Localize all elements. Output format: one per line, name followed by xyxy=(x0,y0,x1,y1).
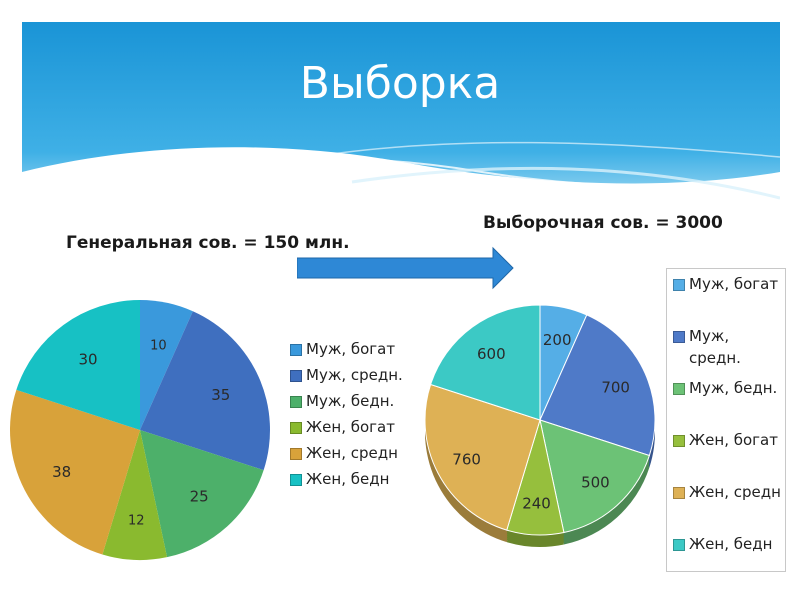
legend-label: Жен, средн xyxy=(689,483,781,501)
legend-label: Муж, богат xyxy=(306,340,396,358)
legend-label: Жен, бедн xyxy=(306,470,390,488)
slice-data-label: 240 xyxy=(522,495,551,513)
legend-label: Жен, богат xyxy=(306,418,395,436)
slice-data-label: 10 xyxy=(150,339,167,354)
legend-label: Жен, средн xyxy=(306,444,398,462)
pie-chart-population: 10 35 25 12 38 30 xyxy=(10,300,270,560)
right-arrow-icon xyxy=(297,246,514,290)
pie-chart-sample: 200 700 500 240 760 600 xyxy=(424,304,656,547)
pie-slice xyxy=(10,389,141,555)
pie-slice xyxy=(102,430,168,560)
legend-swatch xyxy=(673,539,685,551)
pie-slice xyxy=(16,300,140,430)
legend-swatch xyxy=(290,448,302,460)
slide-title: Выборка xyxy=(299,58,501,109)
legend-swatch xyxy=(673,279,685,291)
legend-swatch xyxy=(290,344,302,356)
legend-swatch xyxy=(290,474,302,486)
legend-swatch xyxy=(673,331,685,343)
legend-sample: Муж, богат Муж, средн. Муж, бедн. Жен, богат… xyxy=(666,268,786,572)
slice-data-label: 760 xyxy=(452,450,481,468)
legend-label: Муж, богат xyxy=(689,275,779,293)
legend-swatch xyxy=(673,487,685,499)
legend-swatch xyxy=(673,383,685,395)
slice-data-label: 200 xyxy=(543,331,572,349)
slide-header-band xyxy=(22,22,780,208)
legend-swatch xyxy=(290,370,302,382)
slice-data-label: 30 xyxy=(78,350,97,368)
pie-slice xyxy=(140,430,264,558)
legend-label: Муж, средн. xyxy=(689,327,741,367)
pie-slice xyxy=(539,314,656,457)
pie-slice xyxy=(424,383,541,531)
slice-data-label: 700 xyxy=(601,378,630,396)
pie-slice xyxy=(140,311,270,471)
sample-label: Выборочная сов. = 3000 xyxy=(483,213,723,233)
slice-data-label: 35 xyxy=(211,386,230,404)
population-label: Генеральная сов. = 150 млн. xyxy=(66,233,350,253)
legend-swatch xyxy=(290,396,302,408)
legend-label: Муж, бедн. xyxy=(689,379,778,397)
slice-data-label: 38 xyxy=(52,463,71,481)
pie-slice xyxy=(140,300,193,430)
legend-label: Жен, богат xyxy=(689,431,778,449)
slice-data-label: 25 xyxy=(190,488,209,506)
slice-data-label: 600 xyxy=(477,345,506,363)
pie-slice xyxy=(429,304,541,421)
legend-label: Жен, бедн xyxy=(689,535,773,553)
legend-label: Муж, средн. xyxy=(306,366,403,384)
legend-swatch xyxy=(290,422,302,434)
pie-slice xyxy=(539,419,651,534)
legend-swatch xyxy=(673,435,685,447)
legend-label: Муж, бедн. xyxy=(306,392,395,410)
slice-data-label: 12 xyxy=(128,513,145,528)
slice-data-label: 500 xyxy=(581,474,610,492)
